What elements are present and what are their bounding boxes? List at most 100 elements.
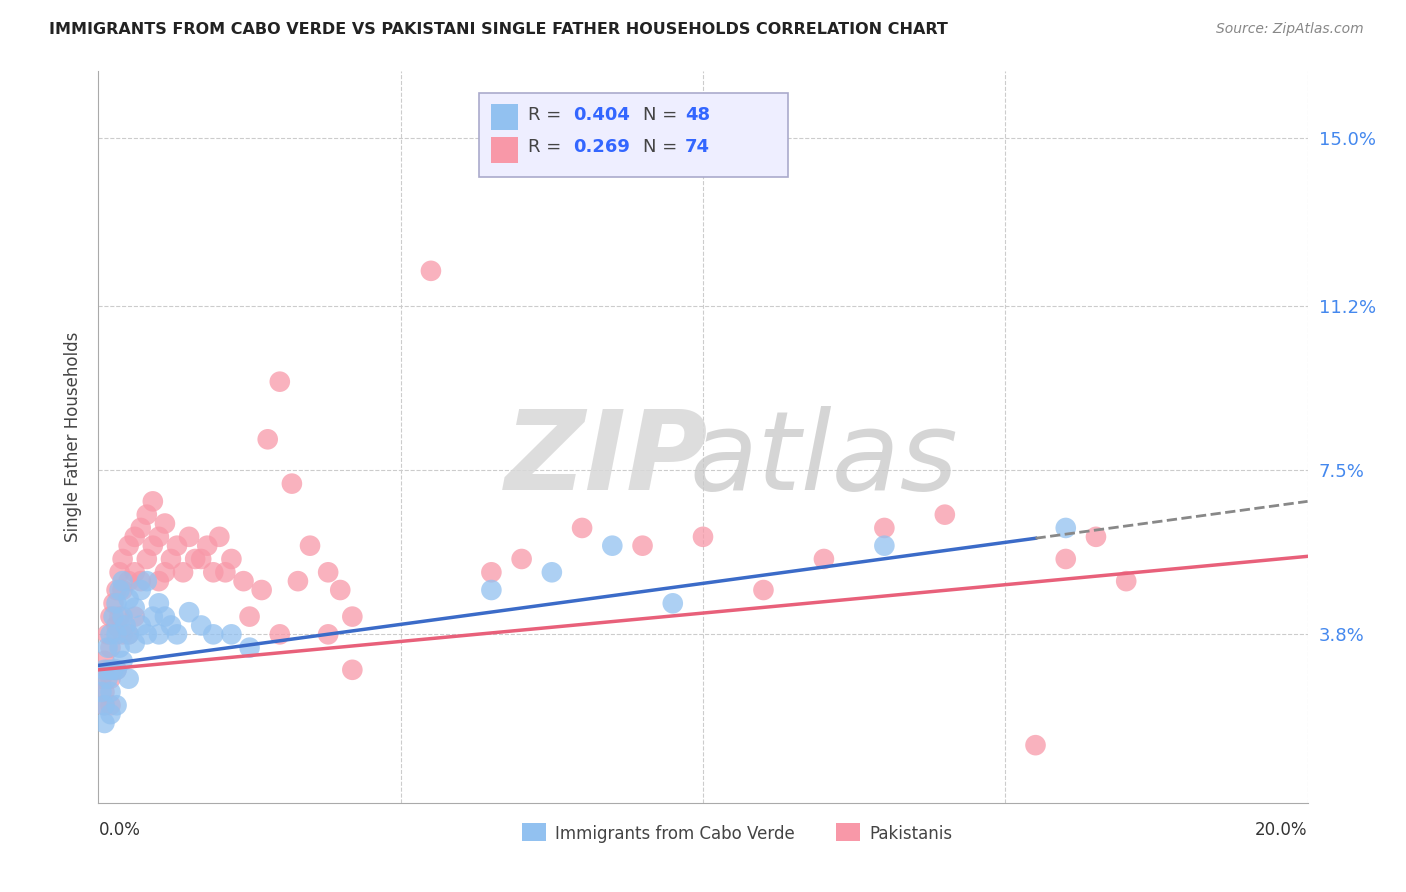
Point	[631, 539, 654, 553]
Point	[148, 596, 170, 610]
Point	[172, 566, 194, 580]
Point	[124, 530, 146, 544]
Point	[571, 521, 593, 535]
Point	[124, 609, 146, 624]
Point	[148, 530, 170, 544]
Point	[124, 600, 146, 615]
Point	[661, 596, 683, 610]
FancyBboxPatch shape	[522, 823, 546, 841]
Point	[108, 609, 131, 624]
Point	[100, 663, 122, 677]
Point	[124, 636, 146, 650]
Point	[105, 663, 128, 677]
Point	[239, 609, 262, 624]
Point	[100, 627, 122, 641]
Point	[100, 698, 122, 713]
Text: Immigrants from Cabo Verde: Immigrants from Cabo Verde	[555, 824, 796, 843]
Point	[316, 627, 339, 641]
Point	[214, 566, 236, 580]
Point	[142, 539, 165, 553]
Point	[93, 698, 115, 713]
Point	[100, 685, 122, 699]
Text: 0.269: 0.269	[574, 138, 630, 156]
Point	[129, 618, 152, 632]
Point	[160, 618, 183, 632]
Point	[96, 640, 118, 655]
FancyBboxPatch shape	[492, 103, 517, 130]
Point	[1024, 738, 1046, 752]
Point	[281, 476, 304, 491]
Point	[316, 566, 339, 580]
Text: N =: N =	[643, 138, 682, 156]
Point	[108, 566, 131, 580]
Point	[221, 552, 243, 566]
Point	[148, 627, 170, 641]
Point	[342, 609, 364, 624]
Point	[142, 609, 165, 624]
Point	[153, 609, 176, 624]
Point	[124, 566, 146, 580]
Point	[135, 508, 157, 522]
Text: 20.0%: 20.0%	[1256, 821, 1308, 839]
Point	[135, 627, 157, 641]
Text: 74: 74	[685, 138, 710, 156]
Point	[202, 566, 225, 580]
Point	[111, 552, 134, 566]
Point	[118, 574, 141, 589]
Point	[105, 596, 128, 610]
Point	[195, 539, 218, 553]
Point	[148, 574, 170, 589]
Point	[90, 685, 112, 699]
Point	[111, 574, 134, 589]
Point	[96, 663, 118, 677]
Text: IMMIGRANTS FROM CABO VERDE VS PAKISTANI SINGLE FATHER HOUSEHOLDS CORRELATION CHA: IMMIGRANTS FROM CABO VERDE VS PAKISTANI …	[49, 22, 948, 37]
Point	[105, 582, 128, 597]
Point	[129, 521, 152, 535]
Point	[103, 609, 125, 624]
Point	[135, 574, 157, 589]
Text: N =: N =	[643, 105, 682, 123]
Point	[221, 627, 243, 641]
Point	[111, 627, 134, 641]
Point	[813, 552, 835, 566]
Text: atlas: atlas	[689, 406, 959, 513]
Point	[202, 627, 225, 641]
Point	[184, 552, 207, 566]
Point	[510, 552, 533, 566]
Point	[93, 685, 115, 699]
Point	[103, 596, 125, 610]
Point	[1115, 574, 1137, 589]
Point	[481, 582, 503, 597]
Point	[873, 521, 896, 535]
Point	[118, 539, 141, 553]
Point	[105, 698, 128, 713]
Point	[118, 627, 141, 641]
Point	[118, 591, 141, 606]
Point	[96, 672, 118, 686]
Text: 0.0%: 0.0%	[98, 821, 141, 839]
Point	[100, 609, 122, 624]
Point	[153, 566, 176, 580]
Point	[752, 582, 775, 597]
Point	[96, 627, 118, 641]
Point	[190, 552, 212, 566]
Point	[105, 627, 128, 641]
Point	[93, 716, 115, 731]
Text: 48: 48	[685, 105, 710, 123]
Point	[166, 627, 188, 641]
Text: ZIP: ZIP	[505, 406, 709, 513]
Point	[250, 582, 273, 597]
Point	[103, 663, 125, 677]
Point	[111, 609, 134, 624]
Point	[100, 672, 122, 686]
Text: R =: R =	[527, 138, 567, 156]
Text: Pakistanis: Pakistanis	[870, 824, 953, 843]
Point	[160, 552, 183, 566]
Point	[105, 663, 128, 677]
Point	[269, 627, 291, 641]
Point	[692, 530, 714, 544]
Point	[287, 574, 309, 589]
Point	[93, 654, 115, 668]
Point	[269, 375, 291, 389]
Point	[93, 698, 115, 713]
